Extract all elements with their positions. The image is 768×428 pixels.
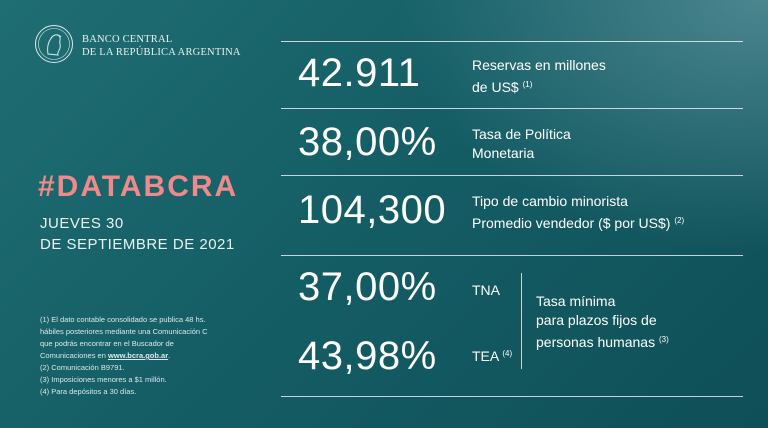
cambio-label: Tipo de cambio minorista Promedio vended…: [472, 192, 684, 233]
cambio-label-line1: Tipo de cambio minorista: [472, 193, 628, 209]
footnote-1d-pre: Comunicaciones en: [40, 351, 108, 360]
footnote-2: (2) Comunicación B9791.: [40, 363, 125, 372]
tea-label: TEA (4): [472, 348, 512, 364]
cambio-label-line2: Promedio vendedor ($ por US$) (2): [472, 211, 684, 233]
tea-value: 43,98%: [298, 334, 437, 378]
reservas-label: Reservas en millones de US$ (1): [472, 56, 606, 97]
plazos-label: Tasa mínima para plazos fijos de persona…: [536, 292, 669, 352]
divider-3: [281, 175, 743, 176]
bank-name: BANCO CENTRAL DE LA REPÚBLICA ARGENTINA: [82, 33, 241, 59]
divider-4: [281, 255, 743, 256]
footnote-1b: hábiles posteriores mediante una Comunic…: [40, 327, 208, 336]
tasa-label: Tasa de Política Monetaria: [472, 125, 571, 163]
plazos-label-text: personas humanas: [536, 334, 656, 350]
bank-name-line1: BANCO CENTRAL: [82, 34, 173, 45]
footnote-1a: (1) El dato contable consolidado se publ…: [40, 315, 206, 324]
bcra-seal-icon: [35, 25, 73, 63]
reservas-value: 42.911: [298, 51, 421, 95]
cambio-value: 104,300: [298, 188, 447, 232]
reservas-note: (1): [522, 80, 533, 89]
footnote-4: (4) Para depósitos a 30 días.: [40, 387, 137, 396]
date-line1: JUEVES 30: [40, 215, 124, 232]
vertical-divider: [521, 273, 522, 369]
tasa-label-line1: Tasa de Política: [472, 126, 571, 142]
bcra-link[interactable]: www.bcra.gob.ar: [107, 351, 169, 360]
footnotes: (1) El dato contable consolidado se publ…: [40, 314, 208, 398]
divider-5: [281, 396, 743, 397]
reservas-label-line1: Reservas en millones: [472, 57, 606, 73]
divider-1: [281, 41, 743, 42]
footnote-1d-post: .: [168, 351, 171, 360]
date-line2: DE SEPTIEMBRE DE 2021: [40, 236, 235, 253]
footnote-1d: Comunicaciones en www.bcra.gob.ar.: [40, 350, 208, 362]
reservas-label-line2: de US$ (1): [472, 75, 606, 97]
tna-value: 37,00%: [298, 265, 437, 309]
plazos-note: (3): [658, 335, 669, 344]
tasa-value: 38,00%: [298, 120, 437, 164]
cambio-note: (2): [674, 216, 685, 225]
plazos-label-line2: para plazos fijos de: [536, 312, 657, 328]
reservas-label-text: de US$: [472, 79, 519, 95]
divider-2: [281, 108, 743, 109]
hashtag-title: #DATABCRA: [38, 170, 239, 203]
footnote-3: (3) Imposiciones menores a $1 millón.: [40, 375, 167, 384]
plazos-label-line1: Tasa mínima: [536, 293, 616, 309]
tea-label-text: TEA: [472, 348, 499, 364]
tasa-label-line2: Monetaria: [472, 145, 535, 161]
plazos-label-line3: personas humanas (3): [536, 330, 669, 352]
tea-note: (4): [502, 349, 513, 358]
footnote-1c: que podrás encontrar en el Buscador de: [40, 339, 174, 348]
cambio-label-text: Promedio vendedor ($ por US$): [472, 215, 671, 231]
bank-name-line2: DE LA REPÚBLICA ARGENTINA: [82, 47, 241, 58]
tna-label: TNA: [472, 282, 500, 298]
